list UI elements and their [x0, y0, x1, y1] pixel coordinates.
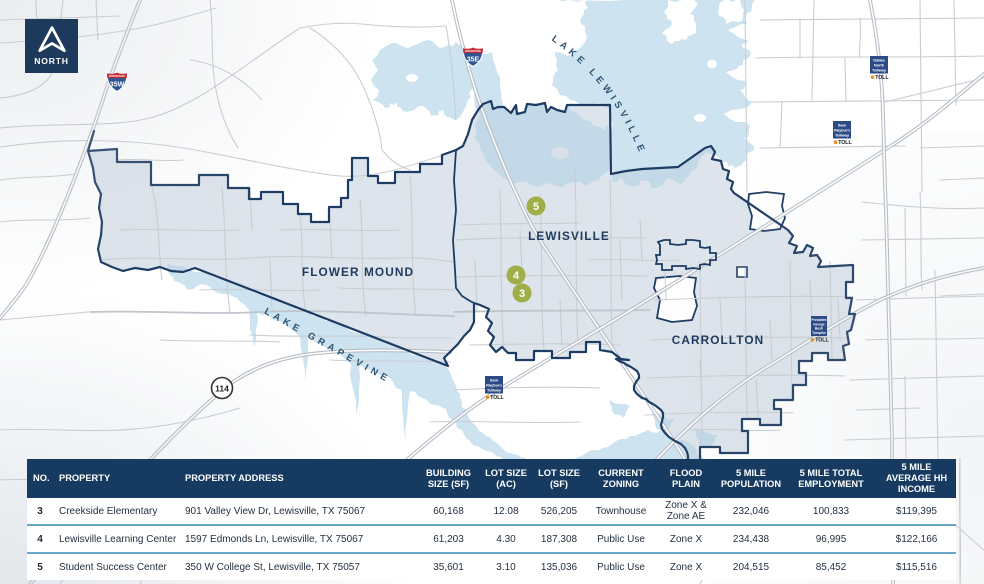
table-row: 3 Creekside Elementary 901 Valley View Dr,… [27, 498, 956, 525]
cell-flood: Zone X & Zone AE [665, 500, 707, 522]
cell-income5: $122,166 [895, 533, 938, 545]
svg-text:TOLL: TOLL [875, 75, 889, 81]
table-header: NO. PROPERTY PROPERTY ADDRESS BUILDING SIZE… [27, 459, 956, 498]
svg-text:Tollway: Tollway [487, 388, 502, 393]
svg-text:35E: 35E [467, 57, 480, 64]
cell-lot_sf: 187,308 [540, 533, 578, 545]
cell-address: 1597 Edmonds Ln, Lewisville, TX 75067 [185, 533, 364, 545]
property-marker-5: 5 [526, 196, 546, 216]
cell-lot_ac: 3.10 [496, 561, 516, 573]
column-header-address: PROPERTY ADDRESS [179, 459, 416, 498]
property-table: NO. PROPERTY PROPERTY ADDRESS BUILDING SIZE… [27, 459, 956, 580]
property-marker-4: 4 [506, 265, 526, 285]
toll-icon [810, 338, 815, 342]
svg-text:Bush: Bush [815, 327, 823, 331]
column-header-emp5: 5 MILE TOTAL EMPLOYMENT [785, 459, 877, 498]
svg-text:3: 3 [519, 288, 525, 300]
cell-income5: $119,395 [896, 505, 937, 517]
cell-lot_sf: 526,205 [540, 505, 578, 517]
cell-zoning: Townhouse [595, 505, 647, 517]
city-label-lewisville: LEWISVILLE [528, 229, 610, 243]
table-row: 5 Student Success Center 350 W College St,… [27, 553, 956, 580]
svg-text:Tollway: Tollway [835, 133, 850, 138]
toll-icon [485, 395, 490, 400]
svg-text:35W: 35W [110, 82, 125, 89]
svg-text:INTERSTATE: INTERSTATE [465, 49, 481, 53]
column-header-no: NO. [27, 459, 53, 498]
toll-icon [833, 140, 838, 144]
city-label-carrollton: CARROLLTON [672, 333, 764, 347]
cell-lot_ac: 12.08 [493, 505, 519, 517]
cell-flood: Zone X [669, 533, 703, 545]
cell-property: Lewisville Learning Center [59, 533, 177, 545]
svg-text:Sam: Sam [490, 378, 499, 383]
svg-text:5: 5 [533, 201, 539, 213]
cell-lot_sf: 135,036 [540, 561, 578, 573]
cell-pop5: 232,046 [732, 505, 770, 517]
cell-emp5: 100,833 [812, 505, 850, 517]
cell-zoning: Public Use [597, 533, 645, 545]
cell-no: 5 [37, 561, 43, 573]
cell-flood: Zone X [669, 561, 703, 573]
svg-text:TOLL: TOLL [490, 395, 504, 401]
cell-emp5: 85,452 [815, 561, 847, 573]
property-marker-3: 3 [512, 283, 532, 303]
column-header-building_sf: BUILDING SIZE (SF) [416, 459, 481, 498]
table-row: 4 Lewisville Learning Center 1597 Edmonds … [27, 525, 956, 553]
svg-text:TOLL: TOLL [838, 140, 852, 146]
city-border [452, 149, 475, 304]
state-shield-114: 114 [210, 376, 234, 400]
cell-building_sf: 35,601 [433, 561, 464, 573]
svg-text:INTERSTATE: INTERSTATE [109, 74, 125, 78]
city-label-flower-mound: FLOWER MOUND [302, 265, 414, 279]
column-header-pop5: 5 MILE POPULATION [717, 459, 785, 498]
cell-address: 350 W College St, Lewisville, TX 75057 [185, 561, 360, 573]
svg-text:George: George [813, 322, 825, 326]
cell-zoning: Public Use [597, 561, 645, 573]
north-arrow-icon [37, 26, 66, 53]
svg-text:TOLL: TOLL [815, 338, 829, 344]
svg-text:Rayburn: Rayburn [834, 128, 850, 133]
cell-no: 4 [37, 533, 43, 545]
cell-pop5: 204,515 [732, 561, 770, 573]
svg-text:114: 114 [215, 384, 229, 394]
cell-pop5: 234,438 [732, 533, 770, 545]
svg-text:Sam: Sam [838, 123, 847, 128]
column-header-property: PROPERTY [53, 459, 179, 498]
svg-text:North: North [874, 63, 885, 68]
cell-building_sf: 61,203 [433, 533, 464, 545]
cell-property: Student Success Center [59, 561, 167, 573]
cell-no: 3 [37, 505, 43, 517]
column-header-income5: 5 MILE AVERAGE HH INCOME [877, 459, 956, 498]
cell-property: Creekside Elementary [59, 505, 158, 517]
interstate-shield-35w: INTERSTATE 35W [106, 71, 128, 93]
column-header-lot_sf: LOT SIZE (SF) [531, 459, 587, 498]
north-label: NORTH [34, 56, 69, 66]
cell-lot_ac: 4.30 [496, 533, 516, 545]
cell-address: 901 Valley View Dr, Lewisville, TX 75067 [185, 505, 366, 517]
cell-income5: $115,516 [896, 561, 937, 573]
interstate-shield-35e: INTERSTATE 35E [462, 46, 484, 68]
column-header-zoning: CURRENT ZONING [587, 459, 655, 498]
svg-text:Rayburn: Rayburn [486, 383, 502, 388]
svg-text:Tollway: Tollway [872, 68, 887, 73]
cell-building_sf: 60,168 [433, 505, 464, 517]
svg-text:4: 4 [513, 270, 520, 282]
svg-text:President: President [811, 318, 827, 322]
toll-icon [870, 75, 875, 79]
property-table-panel: NO. PROPERTY PROPERTY ADDRESS BUILDING SIZE… [27, 459, 956, 580]
north-compass: NORTH [25, 19, 78, 73]
svg-text:Turnpike: Turnpike [812, 331, 826, 335]
column-header-lot_ac: LOT SIZE (AC) [481, 459, 531, 498]
column-header-flood: FLOOD PLAIN [655, 459, 717, 498]
svg-text:Dallas: Dallas [873, 58, 884, 63]
table-body: 3 Creekside Elementary 901 Valley View Dr,… [27, 498, 956, 580]
cell-emp5: 96,995 [815, 533, 847, 545]
